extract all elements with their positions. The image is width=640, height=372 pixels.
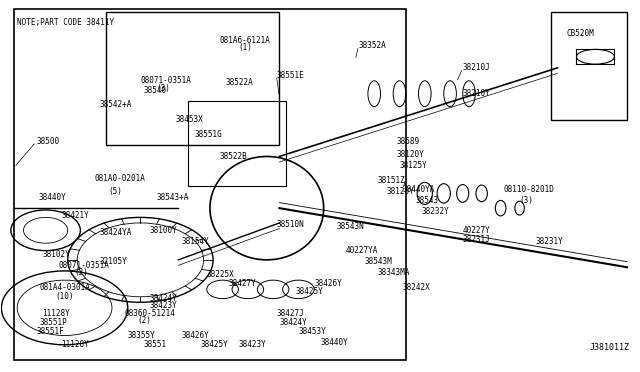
Text: 38423Y: 38423Y xyxy=(150,301,178,311)
Text: 40227Y: 40227Y xyxy=(463,226,490,235)
Text: (3): (3) xyxy=(520,196,534,205)
Text: 38426Y: 38426Y xyxy=(182,331,209,340)
Text: 38589: 38589 xyxy=(396,137,419,146)
Text: 38343MA: 38343MA xyxy=(378,268,410,277)
Bar xyxy=(106,13,280,145)
Text: (2): (2) xyxy=(137,316,151,325)
Text: 38154Y: 38154Y xyxy=(182,237,209,246)
Text: 38242X: 38242X xyxy=(403,283,431,292)
Text: 38210Y: 38210Y xyxy=(463,89,490,98)
Text: 38543M: 38543M xyxy=(365,257,392,266)
Text: 38125Y: 38125Y xyxy=(399,161,428,170)
Text: 38551E: 38551E xyxy=(276,71,304,80)
Text: 11128Y: 11128Y xyxy=(42,309,70,318)
Text: 38551F: 38551F xyxy=(36,327,64,336)
Text: 38120Y: 38120Y xyxy=(387,187,415,196)
Text: CB520M: CB520M xyxy=(567,29,595,38)
Bar xyxy=(14,9,406,359)
Text: (5): (5) xyxy=(109,187,123,196)
Text: 38500: 38500 xyxy=(36,137,60,146)
Text: J381011Z: J381011Z xyxy=(589,343,629,352)
Text: 38424Y: 38424Y xyxy=(150,294,178,303)
Bar xyxy=(551,13,627,119)
Text: 38551P: 38551P xyxy=(39,318,67,327)
Text: 38453X: 38453X xyxy=(175,115,203,124)
Text: 38421Y: 38421Y xyxy=(61,211,89,220)
Text: 38120Y: 38120Y xyxy=(396,150,424,159)
Text: 38231J: 38231J xyxy=(463,235,490,244)
Text: 081A6-6121A: 081A6-6121A xyxy=(220,36,270,45)
Text: 38522B: 38522B xyxy=(220,152,247,161)
Text: 08071-0351A: 08071-0351A xyxy=(140,76,191,85)
Text: 081A0-0201A: 081A0-0201A xyxy=(95,174,146,183)
Text: 38543: 38543 xyxy=(415,196,438,205)
Text: 38551G: 38551G xyxy=(194,130,222,139)
Text: 08110-8201D: 08110-8201D xyxy=(504,185,555,194)
Text: 38151Z: 38151Z xyxy=(378,176,405,185)
Text: (3): (3) xyxy=(156,84,170,93)
Text: (10): (10) xyxy=(55,292,74,301)
Text: 38225X: 38225X xyxy=(207,270,234,279)
Text: 38543+A: 38543+A xyxy=(156,193,189,202)
Text: (1): (1) xyxy=(238,43,252,52)
Text: 38453Y: 38453Y xyxy=(298,327,326,336)
Text: 38542+A: 38542+A xyxy=(99,100,132,109)
Text: 38440Y: 38440Y xyxy=(321,339,348,347)
Text: 11128Y: 11128Y xyxy=(61,340,89,349)
Text: 38427Y: 38427Y xyxy=(229,279,257,288)
Text: 38425Y: 38425Y xyxy=(295,287,323,296)
Text: 38426Y: 38426Y xyxy=(314,279,342,288)
Text: 38423Y: 38423Y xyxy=(238,340,266,349)
Text: 08071-0351A: 08071-0351A xyxy=(58,261,109,270)
Text: 38510N: 38510N xyxy=(276,220,304,229)
Bar xyxy=(188,101,286,186)
Text: NOTE;PART CODE 38411Y: NOTE;PART CODE 38411Y xyxy=(17,18,115,27)
Text: 38232Y: 38232Y xyxy=(422,207,449,217)
Text: 38102Y: 38102Y xyxy=(42,250,70,259)
Text: 08360-51214: 08360-51214 xyxy=(125,309,175,318)
Text: 38352A: 38352A xyxy=(358,41,386,50)
Text: 38551: 38551 xyxy=(143,340,166,349)
Text: 081A4-0301A: 081A4-0301A xyxy=(39,283,90,292)
Text: 38100Y: 38100Y xyxy=(150,226,178,235)
Text: 38231Y: 38231Y xyxy=(536,237,563,246)
Text: 38424Y: 38424Y xyxy=(280,318,307,327)
Text: 38543N: 38543N xyxy=(336,222,364,231)
Text: (2): (2) xyxy=(74,268,88,277)
Text: 38425Y: 38425Y xyxy=(200,340,228,349)
Text: 40227YA: 40227YA xyxy=(346,246,378,255)
Text: 32105Y: 32105Y xyxy=(99,257,127,266)
Text: 38427J: 38427J xyxy=(276,309,304,318)
Text: 38540: 38540 xyxy=(143,86,166,94)
Text: 38440YA: 38440YA xyxy=(403,185,435,194)
Text: 38424YA: 38424YA xyxy=(99,228,132,237)
Text: 38440Y: 38440Y xyxy=(38,193,66,202)
Text: 38210J: 38210J xyxy=(463,63,490,72)
Text: 38355Y: 38355Y xyxy=(128,331,156,340)
Text: 38522A: 38522A xyxy=(226,78,253,87)
